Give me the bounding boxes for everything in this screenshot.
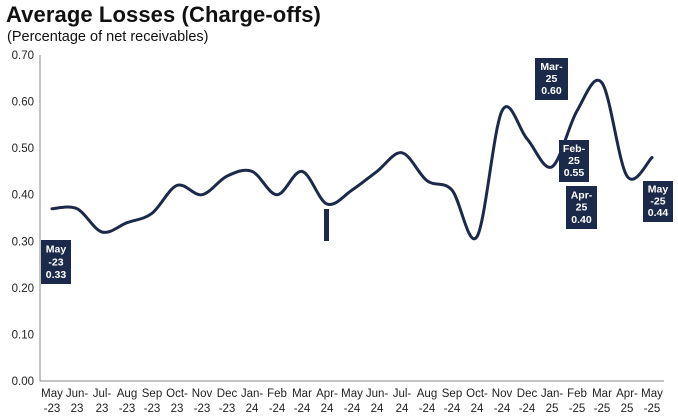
x-tick-label: -23 xyxy=(44,403,61,415)
x-tick-label: Dec xyxy=(217,388,238,400)
y-tick-label: 0.60 xyxy=(12,97,34,109)
x-tick-label: -24 xyxy=(269,403,286,415)
data-label-text: -23 xyxy=(48,256,63,268)
x-tick-label: Aug xyxy=(117,388,137,400)
x-tick-label: Dec xyxy=(517,388,538,400)
data-label-box xyxy=(566,186,597,229)
x-tick-label: Nov xyxy=(192,388,213,400)
x-tick-label: 23 xyxy=(96,403,109,415)
x-tick-label: Oct- xyxy=(466,388,488,400)
x-tick-label: Jun- xyxy=(366,388,389,400)
y-tick-label: 0.00 xyxy=(12,376,34,388)
x-tick-label: 24 xyxy=(321,403,334,415)
data-label-text: 25 xyxy=(568,155,580,167)
x-tick-label: -25 xyxy=(569,403,586,415)
x-tick-label: 24 xyxy=(396,403,409,415)
x-tick-label: Oct- xyxy=(166,388,188,400)
data-label: May-230.33 xyxy=(41,240,71,284)
x-tick-label: -24 xyxy=(294,403,311,415)
data-label-text: Apr- xyxy=(571,189,593,201)
data-label-text: Mar- xyxy=(540,61,563,73)
x-tick-label: 23 xyxy=(171,403,184,415)
x-tick-label: -24 xyxy=(444,403,461,415)
x-tick-label: Mar xyxy=(292,388,312,400)
data-label: Feb-250.55 xyxy=(559,140,589,182)
x-tick-label: May xyxy=(341,388,363,400)
x-tick-label: -25 xyxy=(644,403,661,415)
data-label-text: 0.40 xyxy=(571,214,592,226)
x-tick-label: 25 xyxy=(621,403,634,415)
series-line xyxy=(50,78,654,241)
data-label-box xyxy=(559,140,589,182)
x-tick-label: 24 xyxy=(246,403,259,415)
data-label: Mar-250.60 xyxy=(535,58,568,100)
x-tick-label: Sep xyxy=(442,388,462,400)
x-tick-label: Apr- xyxy=(316,388,338,400)
x-tick-label: -23 xyxy=(144,403,161,415)
x-tick-label: Nov xyxy=(492,388,513,400)
x-tick-label: 24 xyxy=(371,403,384,415)
data-label-text: Feb- xyxy=(563,143,586,155)
y-tick-label: 0.70 xyxy=(12,50,34,62)
data-label-text: 25 xyxy=(576,202,588,214)
chart-subtitle: (Percentage of net receivables) xyxy=(7,29,209,45)
x-tick-label: -23 xyxy=(219,403,236,415)
x-tick-label: -24 xyxy=(419,403,436,415)
x-tick-label: Apr- xyxy=(616,388,638,400)
x-tick-label: -24 xyxy=(494,403,511,415)
y-tick-label: 0.30 xyxy=(12,236,34,248)
data-label-text: -25 xyxy=(650,195,665,207)
y-tick-label: 0.50 xyxy=(12,143,34,155)
x-tick-label: Jun- xyxy=(66,388,89,400)
data-label-box xyxy=(643,181,673,222)
x-tick-label: Feb xyxy=(267,388,287,400)
x-tick-label: -24 xyxy=(519,403,536,415)
data-label-text: 0.44 xyxy=(648,207,669,219)
x-tick-label: Jul- xyxy=(393,388,412,400)
data-label: May-250.44 xyxy=(643,181,673,222)
y-tick-label: 0.10 xyxy=(12,329,34,341)
x-tick-label: -23 xyxy=(119,403,136,415)
chart-title: Average Losses (Charge-offs) xyxy=(6,2,321,27)
data-label: Apr-250.40 xyxy=(566,186,597,229)
x-tick-label: May xyxy=(641,388,663,400)
x-tick-label: Jul- xyxy=(93,388,112,400)
x-tick-label: Jan- xyxy=(241,388,264,400)
data-label-text: May xyxy=(46,244,67,256)
x-tick-label: Aug xyxy=(417,388,437,400)
data-label-box xyxy=(535,58,568,100)
x-tick-label: -24 xyxy=(344,403,361,415)
y-tick-label: 0.40 xyxy=(12,190,34,202)
axis-break-marker xyxy=(324,209,329,241)
x-tick-label: -23 xyxy=(194,403,211,415)
x-tick-label: Jan- xyxy=(541,388,564,400)
data-label-text: 0.33 xyxy=(46,269,67,281)
x-tick-label: 23 xyxy=(71,403,84,415)
x-tick-label: Sep xyxy=(142,388,162,400)
data-label-text: 25 xyxy=(546,73,558,85)
x-tick-label: May xyxy=(41,388,63,400)
y-tick-label: 0.20 xyxy=(12,283,34,295)
data-label-text: May xyxy=(648,184,669,196)
x-tick-label: -25 xyxy=(594,403,611,415)
x-tick-label: Feb xyxy=(567,388,587,400)
data-label-text: 0.60 xyxy=(541,85,562,97)
x-tick-label: Mar xyxy=(592,388,612,400)
x-tick-label: 25 xyxy=(546,403,559,415)
data-label-box xyxy=(41,240,71,284)
x-tick-label: 24 xyxy=(471,403,484,415)
data-label-text: 0.55 xyxy=(564,167,585,179)
